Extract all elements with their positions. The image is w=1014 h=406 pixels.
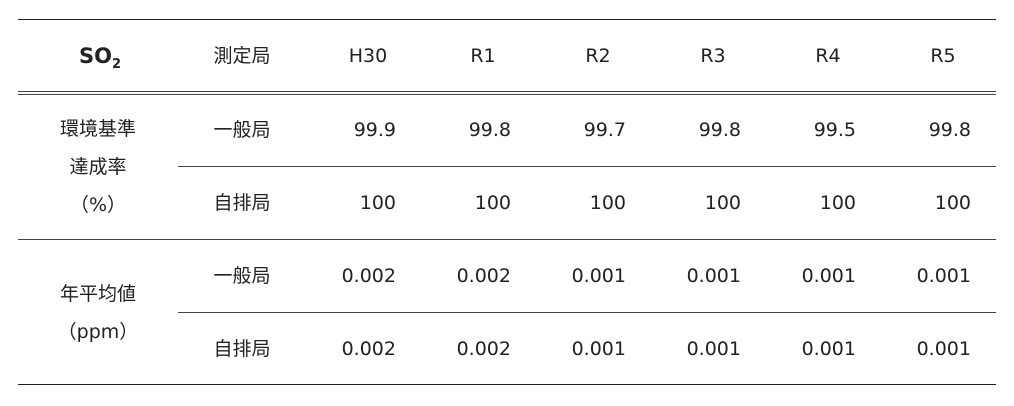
group-label: 年平均値 <box>59 283 137 305</box>
group-label: （ppm） <box>57 321 139 343</box>
station-type: 自排局 <box>213 338 271 360</box>
column-header: R1 <box>470 45 496 67</box>
row-rule <box>178 312 996 313</box>
cell-value: 0.001 <box>571 338 626 360</box>
column-header: R3 <box>700 45 726 67</box>
cell-value: 99.7 <box>583 119 626 141</box>
cell-value: 100 <box>474 192 511 214</box>
cell-value: 0.002 <box>341 265 396 287</box>
row-rule <box>178 166 996 167</box>
cell-value: 99.9 <box>353 119 396 141</box>
cell-value: 0.001 <box>801 265 856 287</box>
group-rule <box>18 239 996 240</box>
column-header: R2 <box>585 45 611 67</box>
cell-value: 99.5 <box>813 119 856 141</box>
station-type: 一般局 <box>213 265 271 287</box>
bottom-rule <box>18 384 996 385</box>
cell-value: 100 <box>359 192 396 214</box>
pollutant-subscript: 2 <box>111 57 122 73</box>
cell-value: 0.001 <box>916 265 971 287</box>
cell-value: 0.001 <box>801 338 856 360</box>
cell-value: 0.001 <box>686 338 741 360</box>
cell-value: 0.001 <box>916 338 971 360</box>
cell-value: 0.002 <box>456 338 511 360</box>
column-header: R5 <box>930 45 956 67</box>
header-rule <box>18 91 996 95</box>
cell-value: 99.8 <box>698 119 741 141</box>
cell-value: 100 <box>934 192 971 214</box>
cell-value: 0.001 <box>686 265 741 287</box>
top-rule <box>18 19 996 20</box>
group-label: 達成率 <box>69 156 127 178</box>
column-header: H30 <box>348 45 388 67</box>
station-type: 一般局 <box>213 119 271 141</box>
cell-value: 100 <box>819 192 856 214</box>
pollutant-name: SO <box>78 44 112 68</box>
cell-value: 99.8 <box>928 119 971 141</box>
column-header: 測定局 <box>213 45 271 67</box>
cell-value: 0.002 <box>456 265 511 287</box>
group-label: 環境基準 <box>59 118 137 140</box>
cell-value: 99.8 <box>468 119 511 141</box>
station-type: 自排局 <box>213 192 271 214</box>
pollutant: SO2 <box>79 44 121 77</box>
column-header: R4 <box>815 45 841 67</box>
cell-value: 0.001 <box>571 265 626 287</box>
cell-value: 0.002 <box>341 338 396 360</box>
cell-value: 100 <box>589 192 626 214</box>
cell-value: 100 <box>704 192 741 214</box>
group-label: （%） <box>69 194 127 216</box>
